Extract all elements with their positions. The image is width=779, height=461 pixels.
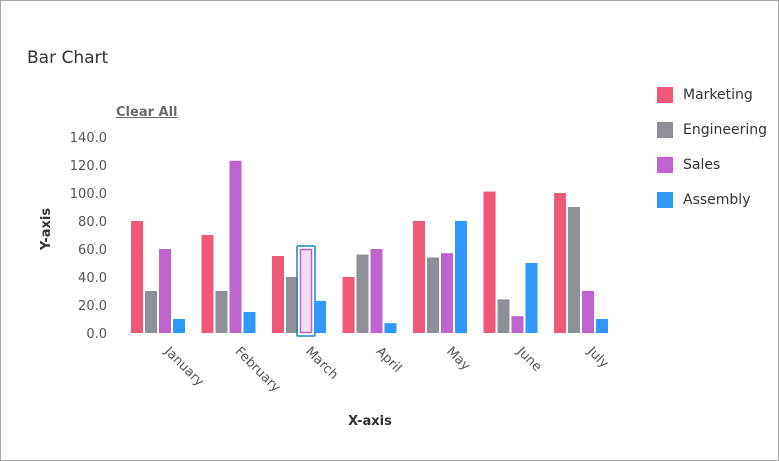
y-tick-label: 0.0 — [86, 327, 107, 342]
bar-engineering-january[interactable] — [145, 291, 157, 333]
bar-assembly-april[interactable] — [384, 323, 397, 333]
bar-assembly-july[interactable] — [596, 319, 608, 333]
bar-assembly-march[interactable] — [314, 300, 326, 333]
bar-marketing-july[interactable] — [554, 193, 566, 333]
bar-sales-july[interactable] — [582, 291, 594, 333]
y-tick-label: 60.0 — [78, 243, 107, 258]
bar-sales-february[interactable] — [229, 160, 242, 333]
bar-sales-march[interactable] — [299, 248, 313, 334]
bar-sales-january[interactable] — [159, 249, 171, 333]
y-tick-label: 80.0 — [78, 215, 107, 230]
legend-label: Sales — [683, 157, 721, 173]
y-tick-label: 140.0 — [70, 131, 107, 146]
y-axis-title: Y-axis — [39, 208, 54, 252]
y-tick-label: 40.0 — [78, 271, 107, 286]
y-tick-label: 120.0 — [70, 159, 107, 174]
x-axis-title: X-axis — [348, 414, 392, 429]
bar-marketing-may[interactable] — [413, 221, 425, 333]
selected-bar-outline — [296, 245, 316, 337]
x-tick-label: June — [513, 344, 544, 375]
x-tick-label: May — [443, 344, 473, 374]
bar-marketing-february[interactable] — [201, 235, 214, 333]
bar-engineering-may[interactable] — [427, 257, 439, 333]
bar-marketing-june[interactable] — [483, 191, 496, 333]
legend-swatch — [657, 87, 673, 103]
y-tick-label: 20.0 — [78, 299, 107, 314]
legend-swatch — [657, 192, 673, 208]
bar-sales-april[interactable] — [370, 249, 383, 333]
bar-sales-may[interactable] — [441, 253, 453, 333]
x-tick-label: July — [583, 344, 611, 372]
legend-label: Engineering — [683, 122, 767, 138]
bar-assembly-january[interactable] — [173, 319, 185, 333]
bar-engineering-june[interactable] — [497, 299, 510, 333]
bar-sales-june[interactable] — [511, 316, 524, 333]
chart-title: Bar Chart — [27, 48, 109, 68]
bar-assembly-may[interactable] — [455, 221, 467, 333]
legend-swatch — [657, 122, 673, 138]
bar-marketing-january[interactable] — [131, 221, 143, 333]
legend-label: Assembly — [683, 192, 751, 208]
legend-label: Marketing — [683, 87, 753, 103]
bar-engineering-february[interactable] — [215, 291, 228, 333]
bar-engineering-march[interactable] — [286, 277, 298, 333]
x-tick-label: February — [232, 344, 284, 396]
legend-swatch — [657, 157, 673, 173]
clear-all-link[interactable]: Clear All — [116, 105, 178, 120]
bar-marketing-april[interactable] — [342, 277, 355, 333]
x-tick-label: April — [373, 344, 405, 376]
x-tick-label: March — [302, 344, 341, 383]
bar-engineering-july[interactable] — [568, 207, 580, 333]
bar-assembly-february[interactable] — [243, 312, 256, 333]
y-tick-label: 100.0 — [70, 187, 107, 202]
bar-marketing-march[interactable] — [272, 256, 284, 333]
x-tick-label: January — [160, 344, 206, 390]
bar-assembly-june[interactable] — [525, 263, 538, 333]
bar-engineering-april[interactable] — [356, 254, 369, 333]
